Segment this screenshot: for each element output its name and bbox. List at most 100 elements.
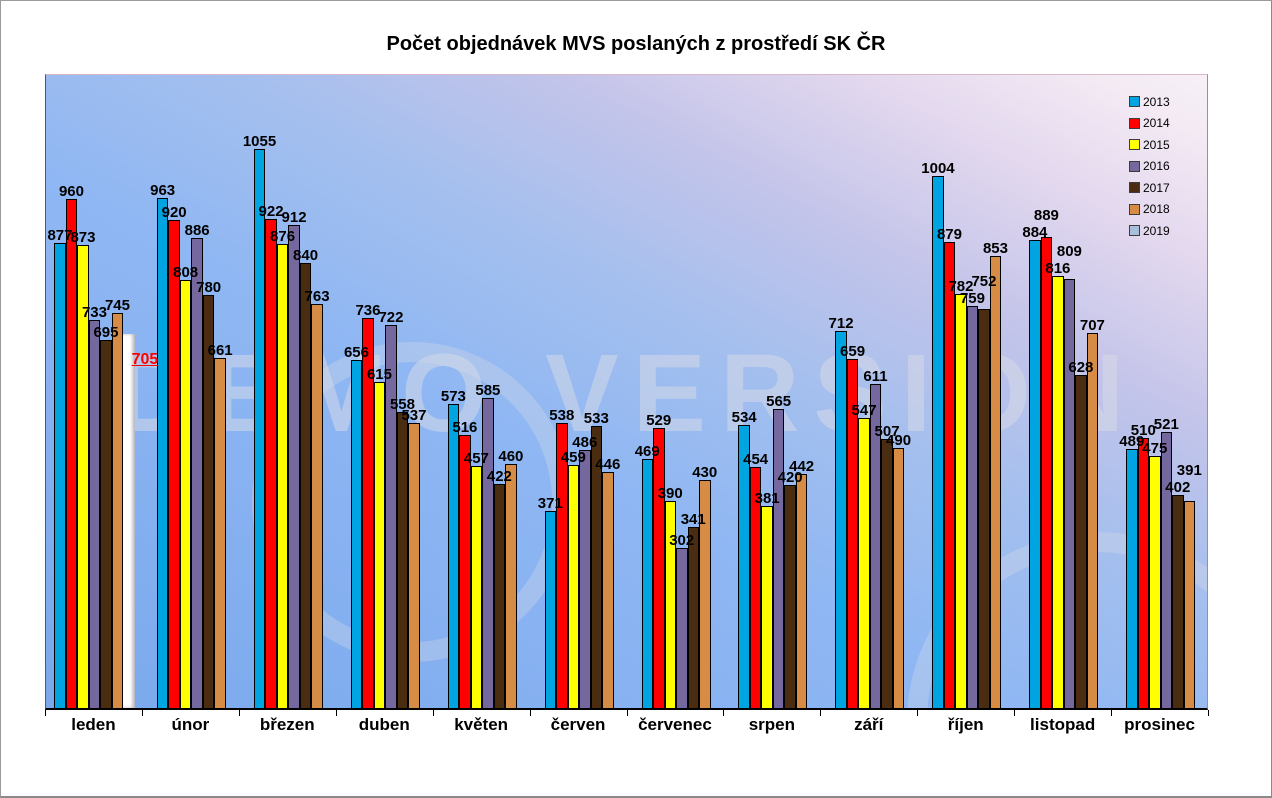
bar-2013-listopad xyxy=(1029,239,1041,708)
bar-2017-září xyxy=(881,439,893,708)
bar-2018-březen xyxy=(311,303,323,708)
bar-2013-červen xyxy=(544,511,556,708)
bar-2014-prosinec xyxy=(1137,437,1149,708)
bar-value-label: 877 xyxy=(47,227,73,245)
x-axis-tick xyxy=(529,710,531,716)
bar-2014-listopad xyxy=(1040,236,1053,708)
bar-2015-únor xyxy=(179,279,192,708)
bar-2013-červenec xyxy=(641,459,653,708)
x-axis-label-říjen: říjen xyxy=(947,715,984,734)
bar-2017-leden xyxy=(100,339,112,708)
legend-swatch-2017 xyxy=(1129,182,1140,194)
bar-value-label: 886 xyxy=(184,222,210,240)
bar-2013-prosinec xyxy=(1126,448,1138,708)
bar-value-label: 615 xyxy=(366,366,392,384)
bar-2014-září xyxy=(846,358,859,708)
bar-value-label: 446 xyxy=(595,455,621,473)
bar-2015-prosinec xyxy=(1149,456,1161,708)
bar-2017-únor xyxy=(202,294,215,708)
x-axis-tick xyxy=(141,710,143,716)
bar-2017-srpen xyxy=(784,485,796,708)
bar-2014-leden xyxy=(65,199,78,708)
bar-2016-leden xyxy=(88,319,101,708)
bar-value-label: 808 xyxy=(173,263,199,281)
bar-2014-červenec xyxy=(653,427,665,708)
legend-label: 2015 xyxy=(1143,137,1170,152)
bar-value-label: 876 xyxy=(270,227,296,245)
bar-2014-únor xyxy=(168,220,180,708)
bar-2017-květen xyxy=(493,484,506,708)
bar-value-label: 469 xyxy=(634,443,660,461)
legend-item-2015: 2015 xyxy=(1129,134,1170,156)
bar-value-label: 1004 xyxy=(921,159,955,177)
bar-2015-červen xyxy=(567,464,579,708)
bar-2013-leden xyxy=(54,243,66,708)
legend-label: 2018 xyxy=(1143,202,1170,217)
bar-2015-duben xyxy=(373,382,386,708)
bar-value-label: 422 xyxy=(486,468,512,486)
bar-2017-říjen xyxy=(978,309,990,708)
x-axis-tick xyxy=(432,710,434,716)
legend-item-2014: 2014 xyxy=(1129,113,1170,135)
bar-value-label: 510 xyxy=(1130,421,1156,439)
bar-2018-červen xyxy=(602,471,614,708)
x-axis-tick xyxy=(820,710,822,716)
bar-2017-duben xyxy=(396,412,409,708)
bar-value-label: 486 xyxy=(572,434,598,452)
bar-2014-červen xyxy=(556,422,568,708)
bar-2015-květen xyxy=(470,465,483,708)
bar-2013-květen xyxy=(447,404,460,708)
bar-value-label: 381 xyxy=(754,490,780,508)
bar-2015-leden xyxy=(77,245,89,708)
bar-2018-únor xyxy=(214,357,226,708)
legend-item-2018: 2018 xyxy=(1129,199,1170,221)
x-axis-label-květen: květen xyxy=(454,715,509,734)
bar-value-label: 585 xyxy=(475,381,501,399)
bar-2017-březen xyxy=(299,262,312,708)
bar-2013-únor xyxy=(156,197,169,708)
bar-value-label: 745 xyxy=(104,297,130,315)
bar-value-label: 516 xyxy=(452,418,478,436)
bar-value-label: 611 xyxy=(863,368,888,386)
bar-value-label: 873 xyxy=(70,229,96,247)
bar-value-label: 763 xyxy=(304,287,330,305)
x-axis-label-duben: duben xyxy=(358,715,410,734)
bar-value-label: 507 xyxy=(874,423,900,441)
bar-2015-červenec xyxy=(664,501,676,708)
x-axis-label-listopad: listopad xyxy=(1030,715,1096,734)
bar-value-label: 960 xyxy=(58,183,84,201)
bar-2015-srpen xyxy=(761,506,773,708)
legend-swatch-2018 xyxy=(1129,203,1140,215)
bar-2017-prosinec xyxy=(1172,494,1184,708)
bar-value-label: 390 xyxy=(657,485,683,503)
legend-label: 2013 xyxy=(1143,94,1170,109)
bar-2014-květen xyxy=(459,434,471,708)
bar-value-label: 573 xyxy=(440,388,466,406)
x-axis-tick xyxy=(238,710,240,716)
bar-2018-duben xyxy=(408,423,420,708)
x-axis-tick xyxy=(917,710,919,716)
bar-2014-srpen xyxy=(749,467,762,708)
bar-value-label: 529 xyxy=(646,411,672,429)
legend-swatch-2016 xyxy=(1129,160,1140,172)
bar-value-label: 371 xyxy=(537,495,563,513)
bar-2018-říjen xyxy=(989,255,1002,708)
x-axis-label-březen: březen xyxy=(259,715,315,734)
bar-value-label: 707 xyxy=(1079,317,1105,335)
bar-value-label: 521 xyxy=(1153,415,1179,433)
bar-2016-říjen xyxy=(966,305,979,708)
x-axis-tick xyxy=(1014,710,1016,716)
bar-value-label: 656 xyxy=(343,344,369,362)
legend-item-2016: 2016 xyxy=(1129,156,1170,178)
bar-value-label: 879 xyxy=(936,226,962,244)
x-axis-tick xyxy=(335,710,337,716)
bar-value-label: 816 xyxy=(1045,259,1071,277)
bar-2017-červen xyxy=(590,425,602,708)
chart-title: Počet objednávek MVS poslaných z prostře… xyxy=(386,33,886,55)
bar-2016-září xyxy=(869,384,882,708)
bar-value-label: 736 xyxy=(355,301,381,319)
bar-value-label: 558 xyxy=(389,396,415,414)
bar-2016-červenec xyxy=(676,547,688,708)
bar-value-label: 695 xyxy=(93,323,119,341)
